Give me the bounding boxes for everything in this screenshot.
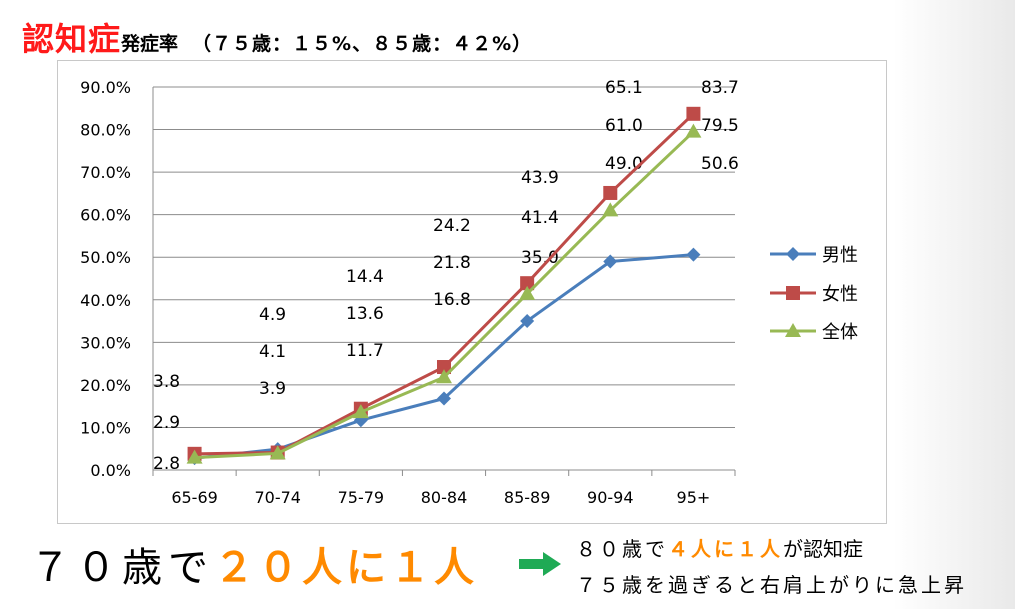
data-label: 50.6 xyxy=(701,154,739,174)
data-label: 35.0 xyxy=(521,248,559,268)
summary-left-a: ７０歳で xyxy=(30,545,214,591)
right-arrow-icon xyxy=(519,552,561,576)
data-label: 11.7 xyxy=(346,341,384,361)
title-main: 認知症 xyxy=(22,20,122,58)
data-point xyxy=(686,247,701,262)
data-label: 2.8 xyxy=(153,454,180,474)
x-tick-label: 90-94 xyxy=(587,488,634,507)
y-tick-label: 0.0% xyxy=(90,461,131,480)
data-label: 21.8 xyxy=(433,253,471,273)
data-label: 4.9 xyxy=(259,305,286,325)
y-tick-label: 90.0% xyxy=(80,78,131,97)
data-label: 49.0 xyxy=(605,154,643,174)
data-point xyxy=(686,106,701,121)
summary-line-1-a: ８０歳で xyxy=(576,537,668,561)
y-tick-label: 10.0% xyxy=(80,418,131,437)
y-tick-label: 70.0% xyxy=(80,163,131,182)
y-tick-label: 20.0% xyxy=(80,376,131,395)
data-point xyxy=(603,254,618,269)
summary-line-1-c: が認知症 xyxy=(783,537,863,561)
data-label: 4.1 xyxy=(259,342,286,362)
data-label: 43.9 xyxy=(521,168,559,188)
x-tick-label: 95+ xyxy=(677,488,711,507)
data-label: 65.1 xyxy=(605,78,643,98)
title-note: （７５歳：１５%、８５歳：４２%） xyxy=(192,33,533,55)
x-tick-label: 75-79 xyxy=(338,488,385,507)
y-tick-label: 40.0% xyxy=(80,291,131,310)
data-label: 14.4 xyxy=(346,267,384,287)
summary-line-2: ７５歳を過ぎると右肩上がりに急上昇 xyxy=(576,573,967,597)
legend-swatch-marker xyxy=(785,323,801,337)
data-label: 83.7 xyxy=(701,78,739,98)
data-point xyxy=(352,404,369,419)
legend-label: 男性 xyxy=(822,245,858,266)
data-label: 3.8 xyxy=(153,372,180,392)
x-tick-label: 80-84 xyxy=(421,488,468,507)
x-tick-label: 65-69 xyxy=(171,488,218,507)
data-label: 24.2 xyxy=(433,216,471,236)
x-tick-label: 85-89 xyxy=(504,488,551,507)
summary-left-b: ２０人に１人 xyxy=(214,545,478,591)
data-point xyxy=(186,449,203,464)
legend-label: 全体 xyxy=(822,322,858,343)
data-label: 41.4 xyxy=(521,208,559,228)
summary-right: ８０歳で４人に１人が認知症 ７５歳を過ぎると右肩上がりに急上昇 xyxy=(576,531,967,603)
data-point xyxy=(602,202,619,217)
x-tick-label: 70-74 xyxy=(254,488,301,507)
data-point xyxy=(520,314,535,329)
legend-swatch-marker xyxy=(786,247,800,261)
summary-line-1-b: ４人に１人 xyxy=(668,537,783,561)
legend-label: 女性 xyxy=(822,284,858,305)
data-point xyxy=(520,276,535,291)
y-tick-label: 30.0% xyxy=(80,333,131,352)
title-sub: 発症率 xyxy=(121,33,179,55)
data-label: 61.0 xyxy=(605,116,643,136)
data-label: 2.9 xyxy=(153,413,180,433)
data-point xyxy=(437,391,451,406)
y-tick-label: 50.0% xyxy=(80,248,131,267)
data-point xyxy=(436,369,452,384)
data-label: 16.8 xyxy=(433,290,471,310)
data-point xyxy=(519,285,536,300)
summary-line-1: ８０歳で４人に１人が認知症 xyxy=(576,531,967,567)
data-point xyxy=(437,360,451,375)
line-chart: 0.0% 10.0% 20.0% 30.0% 40.0% 50.0% 60.0% 70.0% 8… xyxy=(80,78,858,507)
data-point xyxy=(603,185,618,200)
legend-swatch-marker xyxy=(786,286,800,300)
data-label: 3.9 xyxy=(259,379,286,399)
data-label: 79.5 xyxy=(701,116,739,136)
data-label: 13.6 xyxy=(346,304,384,324)
data-point xyxy=(685,123,702,138)
y-tick-label: 80.0% xyxy=(80,121,131,140)
y-tick-label: 60.0% xyxy=(80,206,131,225)
chart-area: 0.0% 10.0% 20.0% 30.0% 40.0% 50.0% 60.0% 70.0% 8… xyxy=(57,60,887,524)
summary-left: ７０歳で２０人に１人 xyxy=(30,535,478,593)
data-point xyxy=(269,445,286,460)
page-title: 認知症発症率 （７５歳：１５%、８５歳：４２%） xyxy=(22,14,532,60)
